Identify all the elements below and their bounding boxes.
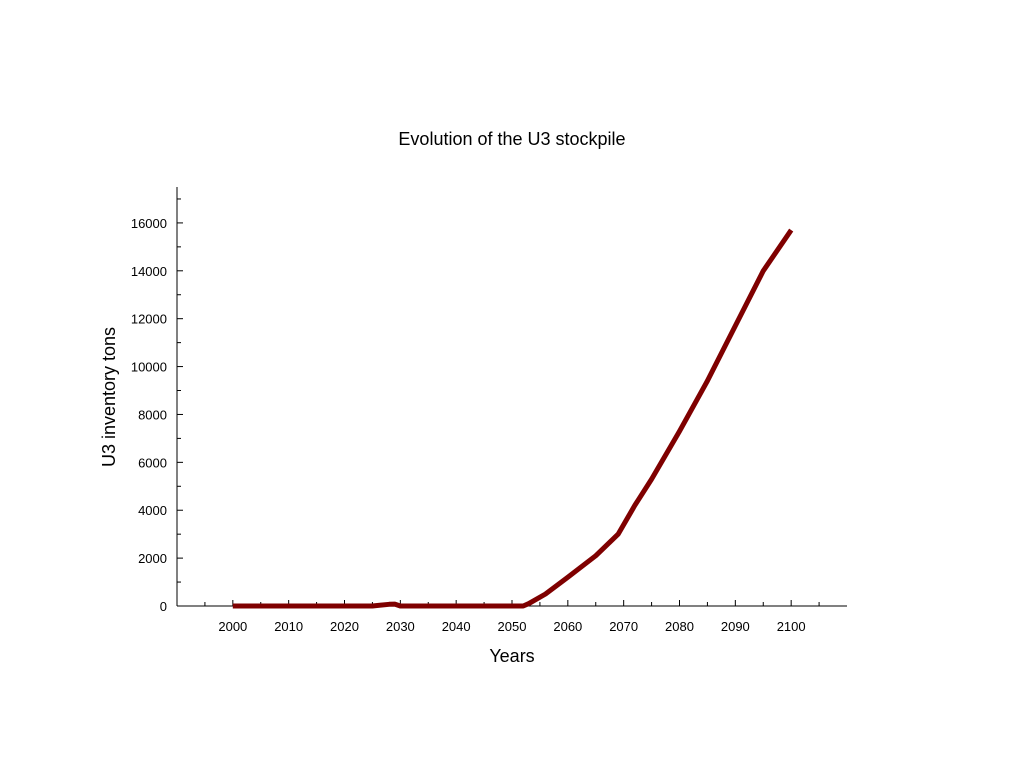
x-tick-label: 2090 <box>721 619 750 634</box>
y-tick-label: 0 <box>160 599 167 614</box>
x-tick-label: 2060 <box>553 619 582 634</box>
x-tick-label: 2030 <box>386 619 415 634</box>
x-tick-label: 2050 <box>498 619 527 634</box>
y-tick-label: 14000 <box>131 264 167 279</box>
x-tick-label: 2000 <box>218 619 247 634</box>
x-tick-label: 2040 <box>442 619 471 634</box>
x-tick-label: 2070 <box>609 619 638 634</box>
x-tick-label: 2010 <box>274 619 303 634</box>
tick-labels: 2000 2010 2020 2030 2040 2050 2060 2070 2080 2090… <box>131 216 806 634</box>
x-tick-label: 2020 <box>330 619 359 634</box>
ticks <box>177 198 820 607</box>
axes <box>176 187 847 607</box>
y-tick-label: 10000 <box>131 360 167 375</box>
y-tick-label: 2000 <box>138 551 167 566</box>
y-tick-label: 16000 <box>131 216 167 231</box>
series-layer <box>232 228 794 609</box>
chart-title: Evolution of the U3 stockpile <box>398 129 625 149</box>
series-line-0 <box>232 228 794 609</box>
x-tick-label: 2080 <box>665 619 694 634</box>
y-axis-title: U3 inventory tons <box>99 327 119 467</box>
y-tick-label: 8000 <box>138 407 167 422</box>
y-tick-label: 12000 <box>131 312 167 327</box>
x-tick-label: 2100 <box>777 619 806 634</box>
y-tick-label: 4000 <box>138 503 167 518</box>
y-tick-label: 6000 <box>138 455 167 470</box>
x-axis-title: Years <box>489 646 534 666</box>
